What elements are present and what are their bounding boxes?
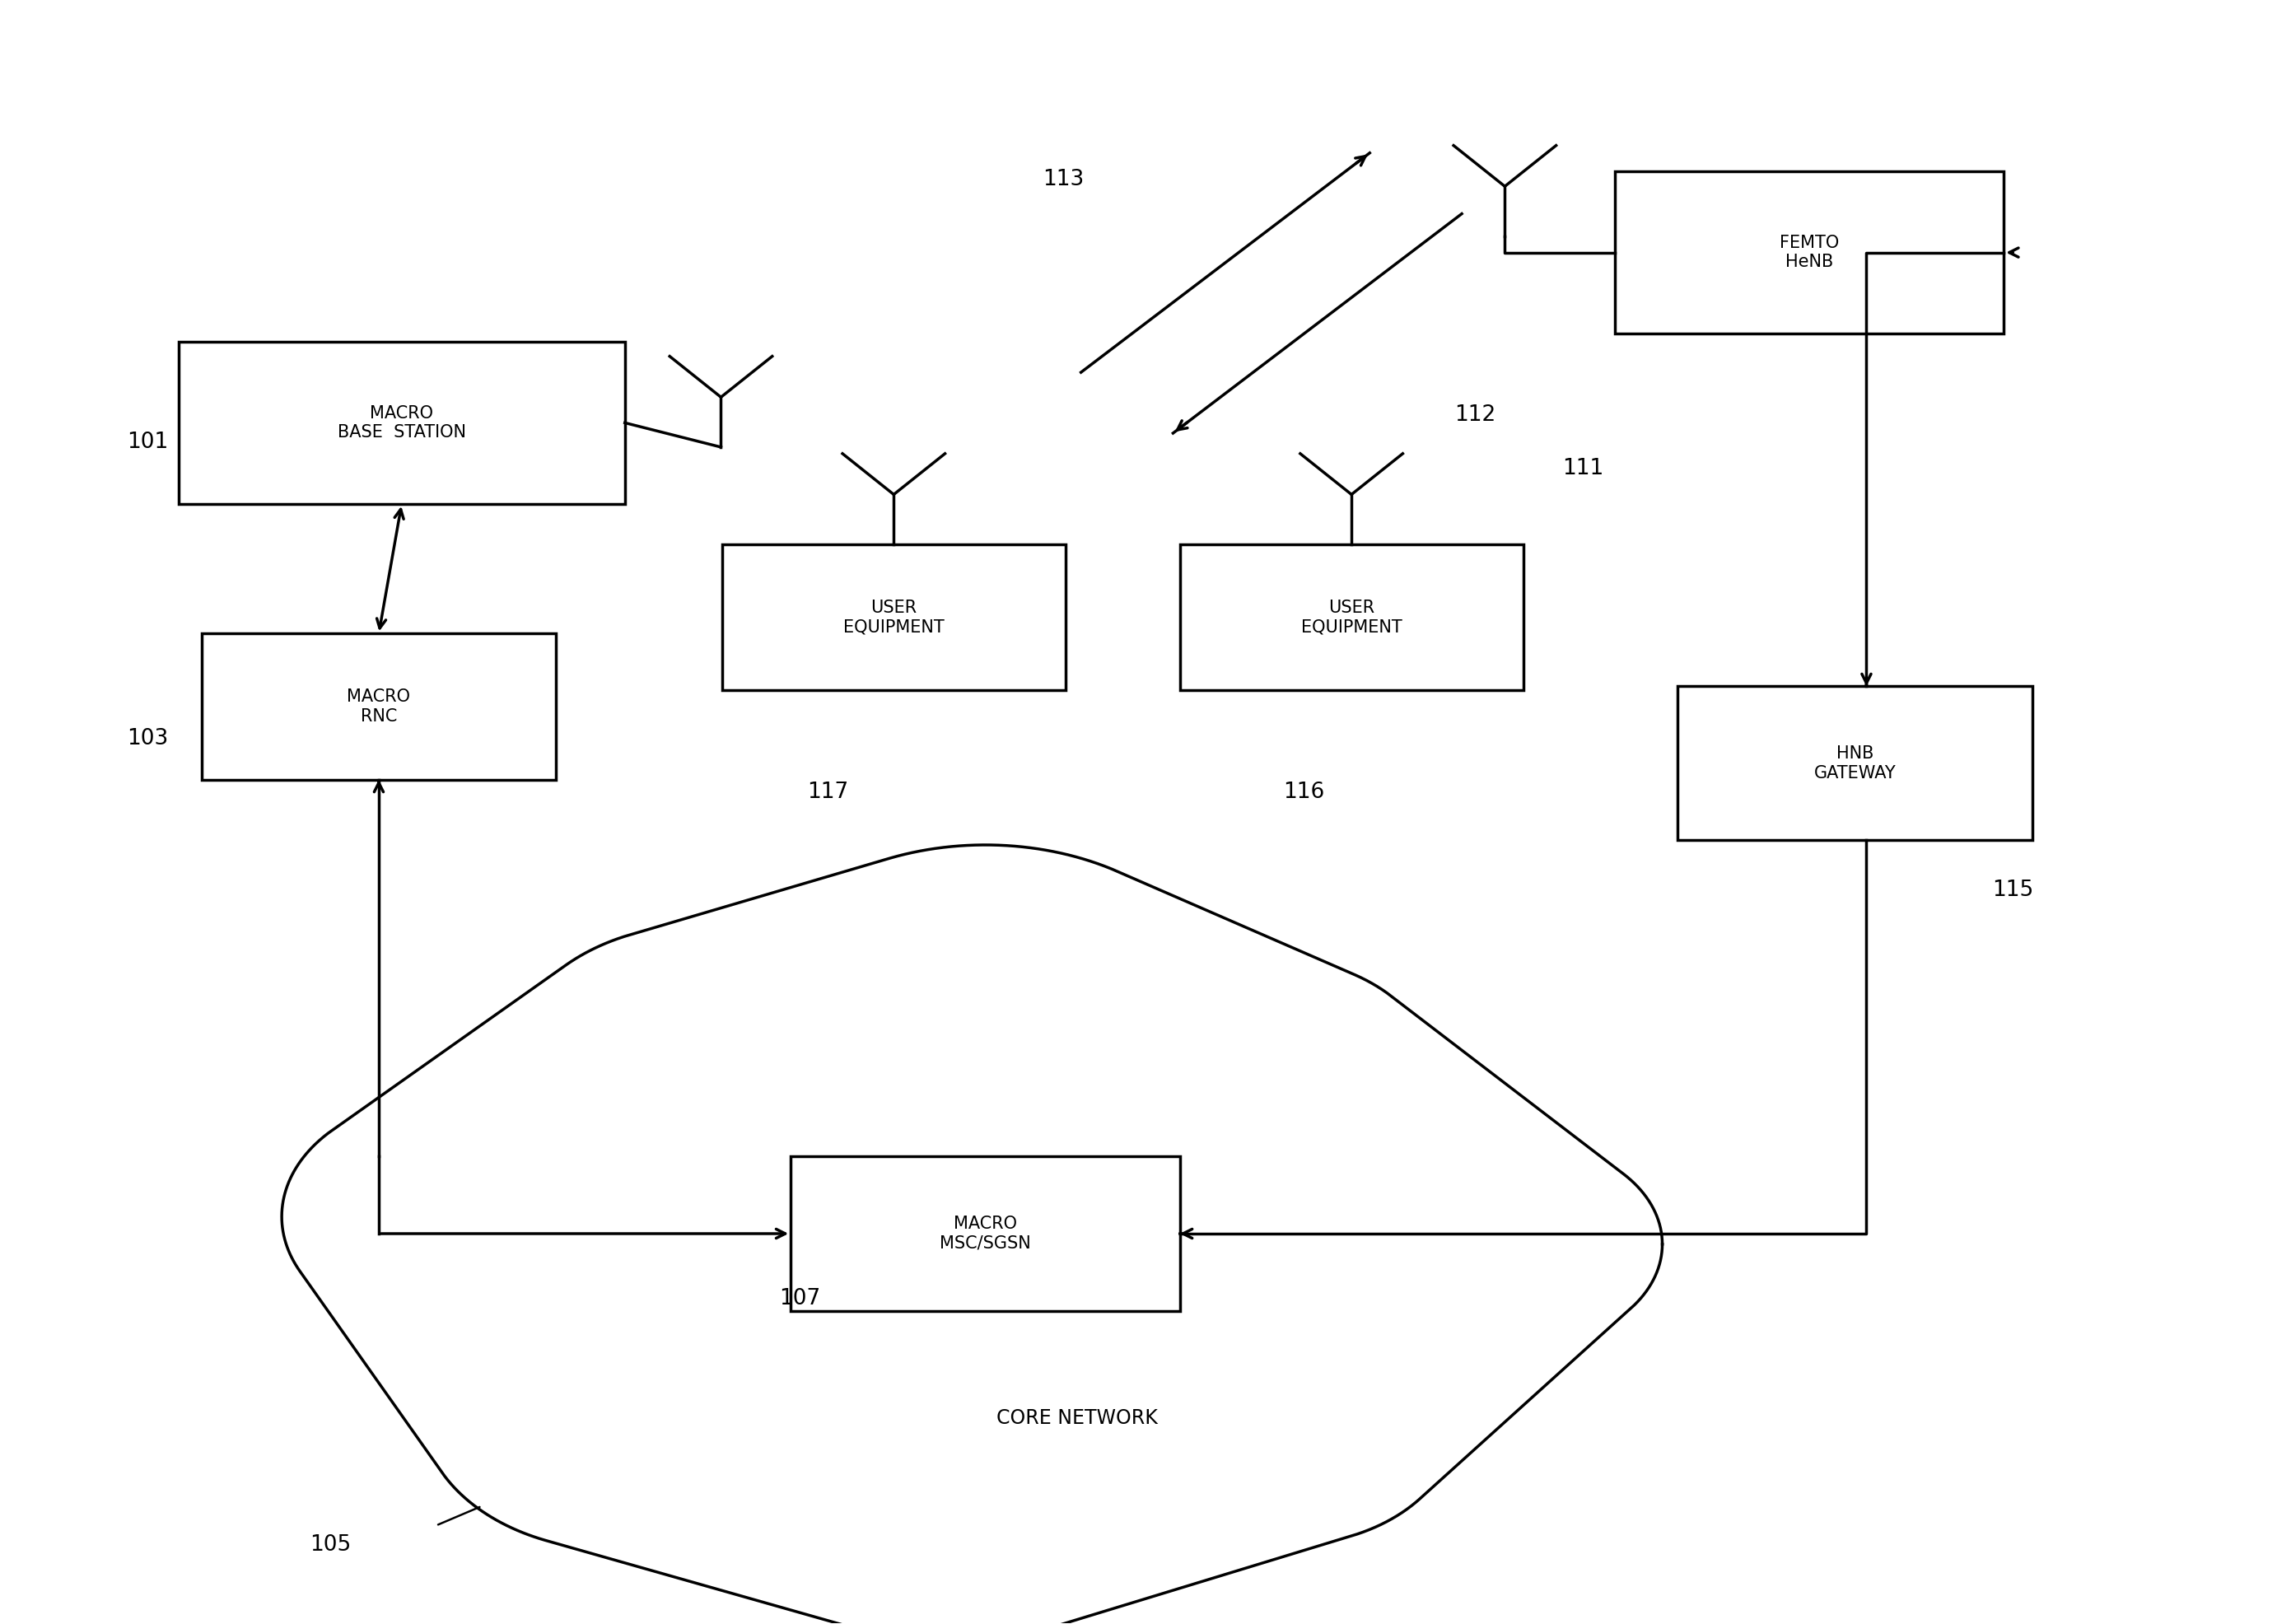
Polygon shape — [282, 844, 1663, 1624]
Circle shape — [1091, 957, 1436, 1202]
Bar — [1677, 687, 2032, 840]
Text: 112: 112 — [1455, 404, 1496, 425]
Bar — [179, 341, 625, 503]
Text: 101: 101 — [126, 432, 170, 453]
Text: 105: 105 — [309, 1535, 351, 1556]
Circle shape — [1111, 1301, 1457, 1546]
Bar — [1180, 544, 1524, 690]
Text: USER
EQUIPMENT: USER EQUIPMENT — [1301, 599, 1402, 635]
Text: 116: 116 — [1283, 781, 1324, 804]
Text: MACRO
MSC/SGSN: MACRO MSC/SGSN — [939, 1216, 1031, 1252]
Circle shape — [1370, 1140, 1663, 1348]
Circle shape — [422, 1268, 820, 1551]
Text: 115: 115 — [1993, 879, 2034, 901]
Text: 111: 111 — [1562, 458, 1604, 479]
Circle shape — [719, 1314, 1184, 1624]
Circle shape — [282, 1095, 628, 1338]
Text: FEMTO
HeNB: FEMTO HeNB — [1780, 235, 1840, 270]
Text: 107: 107 — [779, 1288, 820, 1309]
Text: 113: 113 — [1042, 169, 1084, 190]
Text: 103: 103 — [126, 728, 170, 750]
Text: MACRO
RNC: MACRO RNC — [346, 689, 410, 724]
Text: CORE NETWORK: CORE NETWORK — [997, 1408, 1157, 1429]
Text: USER
EQUIPMENT: USER EQUIPMENT — [843, 599, 944, 635]
Circle shape — [506, 924, 905, 1207]
Bar — [1615, 172, 2005, 333]
Bar — [202, 633, 557, 780]
Text: 117: 117 — [806, 781, 848, 804]
Bar — [790, 1156, 1180, 1311]
Text: MACRO
BASE  STATION: MACRO BASE STATION — [337, 404, 465, 440]
Bar — [722, 544, 1065, 690]
Text: HNB
GATEWAY: HNB GATEWAY — [1814, 745, 1897, 781]
Circle shape — [733, 844, 1237, 1202]
Ellipse shape — [254, 968, 1716, 1548]
